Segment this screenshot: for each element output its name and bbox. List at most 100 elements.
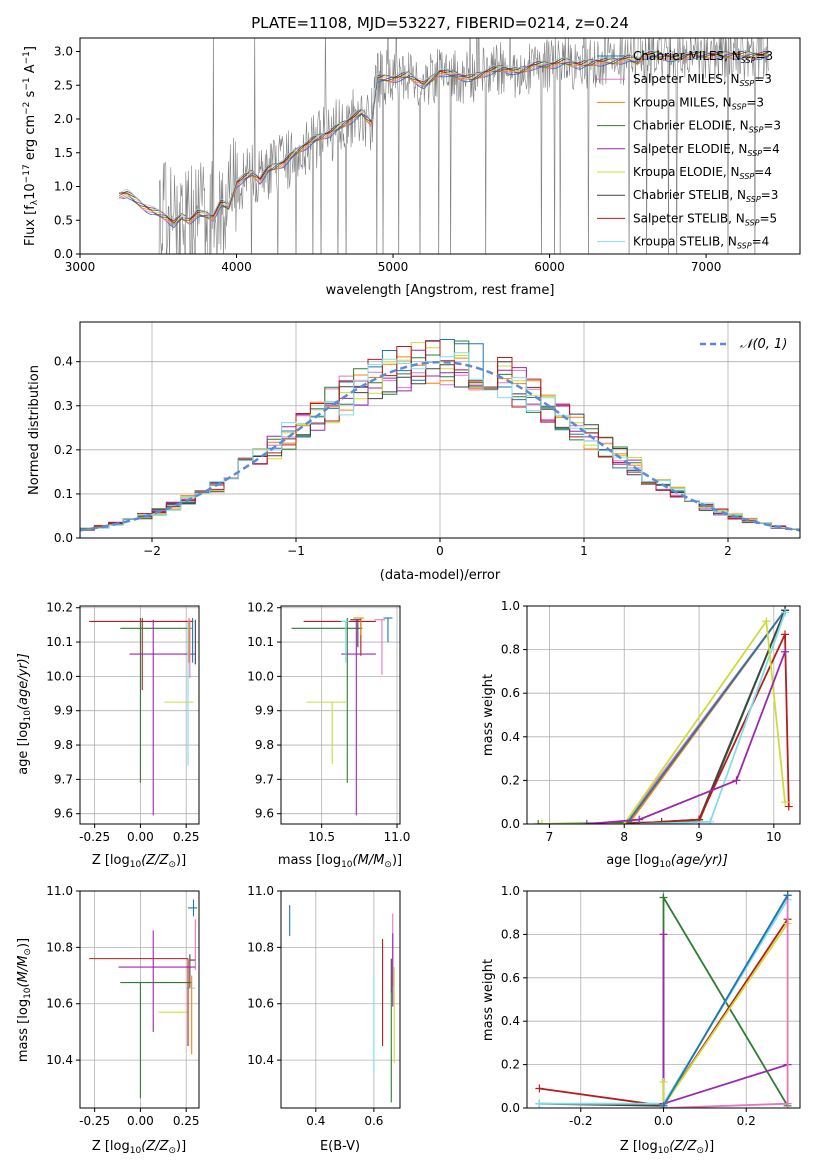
y-tick-label: 0.4 <box>54 355 73 369</box>
y-tick-label: 10.1 <box>46 635 73 649</box>
legend-count: =4 <box>762 142 780 156</box>
mass-vs-metallicity-xlabel: Z [log10(Z/Z⊙)] <box>92 1139 186 1156</box>
x-tick-label: −2 <box>143 544 161 558</box>
mass-weight-marker <box>535 1099 544 1108</box>
x-tick-label: 7 <box>546 830 554 844</box>
legend-subscript: SSP <box>747 149 762 158</box>
spectrum-xlabel: wavelength [Angstrom, rest frame] <box>326 283 555 298</box>
mass-vs-metallicity-ylabel: mass [log10(M/M⊙)] <box>16 938 33 1062</box>
mass-weight-vs-age-plot-area: 7 8 9 10 0.0 0.2 0.4 0.6 0.8 1.0 <box>501 599 801 844</box>
legend-name: Chabrier STELIB, N <box>633 188 746 202</box>
clipped-layer <box>291 617 393 816</box>
mass-weight-marker <box>659 930 668 939</box>
observed-spectrum-line <box>158 38 769 254</box>
y-tick-label: 0.0 <box>54 531 73 545</box>
y-tick-label: 1.5 <box>54 146 73 160</box>
y-tick-label: 11.0 <box>247 884 274 898</box>
clipped-layer <box>80 339 800 533</box>
y-tick-label: 0.6 <box>501 971 520 985</box>
mass-weight-marker <box>635 815 644 824</box>
legend-name: Salpeter ELODIE, N <box>633 142 747 156</box>
x-tick-label: 1 <box>580 544 588 558</box>
legend-subscript: SSP <box>737 242 752 251</box>
clipped-layer <box>89 899 198 1099</box>
mass-vs-metallicity-plot-area: -0.25 0.00 0.25 10.4 10.6 10.8 11.0 <box>46 884 199 1128</box>
legend-subscript: SSP <box>749 126 764 135</box>
legend-label: Chabrier MILES, NSSP=3 <box>633 49 773 65</box>
axes-frame <box>526 890 801 1109</box>
mass-weight-marker <box>582 820 591 824</box>
mass-vs-extinction-xlabel: E(B-V) <box>320 1139 360 1154</box>
axes-frame <box>79 37 801 255</box>
age-vs-metallicity-ylabel: age [log10(age/yr)] <box>16 653 33 775</box>
y-tick-label: 9.9 <box>255 704 274 718</box>
legend-count: =3 <box>763 119 781 133</box>
x-tick-label: 5000 <box>378 260 409 274</box>
clipped-layer <box>289 905 395 1103</box>
legend-count: =3 <box>755 49 773 63</box>
x-tick-label: 3000 <box>65 260 96 274</box>
x-tick-label: 4000 <box>221 260 252 274</box>
legend-count: =3 <box>754 72 772 86</box>
age-vs-mass-xlabel: mass [log10(M/M⊙)] <box>278 853 402 870</box>
mass-weight-marker <box>781 647 790 656</box>
mass-weight-vs-metallicity-xlabel: Z [log10(Z/Z⊙)] <box>620 1139 714 1156</box>
y-tick-label: 1.0 <box>501 884 520 898</box>
y-tick-label: 0.2 <box>54 443 73 457</box>
x-tick-label: 0.4 <box>306 1114 325 1128</box>
legend-name: Kroupa STELIB, N <box>633 235 737 249</box>
y-tick-label: 10.0 <box>247 669 274 683</box>
legend-label: Kroupa STELIB, NSSP=4 <box>633 235 769 251</box>
y-tick-label: 9.6 <box>54 807 73 821</box>
legend-label: Salpeter ELODIE, NSSP=4 <box>633 142 780 158</box>
y-tick-label: 9.6 <box>255 807 274 821</box>
y-tick-label: 0.0 <box>501 1101 520 1115</box>
legend-subscript: SSP <box>732 102 747 111</box>
legend-count: =3 <box>761 188 779 202</box>
legend-label: Salpeter MILES, NSSP=3 <box>633 72 772 88</box>
x-tick-label: -0.25 <box>79 830 110 844</box>
legend-label: Chabrier ELODIE, NSSP=3 <box>633 119 781 135</box>
y-tick-label: 2.5 <box>54 78 73 92</box>
mass-weight-vs-metallicity-panel: -0.2 0.0 0.2 0.0 0.2 0.4 0.6 0.8 1.0 Z [log10(Z/… <box>481 884 801 1156</box>
axes-frame <box>79 321 801 539</box>
residuals-ylabel: Normed distribution <box>27 365 42 495</box>
residuals-plot-area: −2 −1 0 1 2 0.0 0.1 0.2 0.3 0.4 <box>54 321 801 558</box>
y-tick-label: 0.4 <box>501 1014 520 1028</box>
legend-name: Chabrier MILES, N <box>633 49 741 63</box>
mass-weight-marker <box>534 820 543 824</box>
y-tick-label: 9.9 <box>54 704 73 718</box>
x-tick-label: 11.0 <box>384 830 411 844</box>
x-tick-label: 0.2 <box>737 1114 756 1128</box>
age-vs-metallicity-xlabel: Z [log10(Z/Z⊙)] <box>92 853 186 870</box>
y-tick-label: 0.4 <box>501 730 520 744</box>
axes-frame <box>79 890 200 1109</box>
mass-weight-line <box>586 651 786 824</box>
legend-subscript: SSP <box>740 79 755 88</box>
legend-count: =4 <box>752 235 770 249</box>
axes-frame <box>280 605 401 825</box>
legend-count: =4 <box>754 165 772 179</box>
age-vs-mass-panel: 10.5 11.0 9.6 9.7 9.8 9.9 10.0 10.1 10.2 mass [l… <box>247 601 410 870</box>
y-tick-label: 10.4 <box>46 1053 73 1067</box>
y-tick-label: 10.4 <box>247 1053 274 1067</box>
mass-weight-vs-metallicity-ylabel: mass weight <box>481 959 496 1041</box>
x-tick-label: −1 <box>287 544 305 558</box>
y-tick-label: 0.1 <box>54 487 73 501</box>
mass-vs-extinction-panel: 0.4 0.6 10.4 10.6 10.8 11.0 E(B-V) <box>247 884 401 1154</box>
x-tick-label: 0.00 <box>127 830 154 844</box>
y-tick-label: 10.8 <box>247 940 274 954</box>
residuals-legend: 𝒩(0, 1) <box>700 337 787 352</box>
y-tick-label: 10.6 <box>46 997 73 1011</box>
y-tick-label: 10.6 <box>247 997 274 1011</box>
mass-weight-marker <box>762 617 771 626</box>
normal-legend-label: 𝒩(0, 1) <box>740 337 787 352</box>
y-tick-label: 0.0 <box>54 247 73 261</box>
legend-label: Kroupa MILES, NSSP=3 <box>633 95 764 111</box>
x-tick-label: 0.25 <box>173 1114 200 1128</box>
mass-weight-marker <box>659 1077 668 1086</box>
spectrum-title: PLATE=1108, MJD=53227, FIBERID=0214, z=0… <box>251 14 629 32</box>
mass-weight-marker <box>535 1084 544 1093</box>
mass-weight-line <box>624 633 790 824</box>
y-tick-label: 10.2 <box>247 601 274 615</box>
